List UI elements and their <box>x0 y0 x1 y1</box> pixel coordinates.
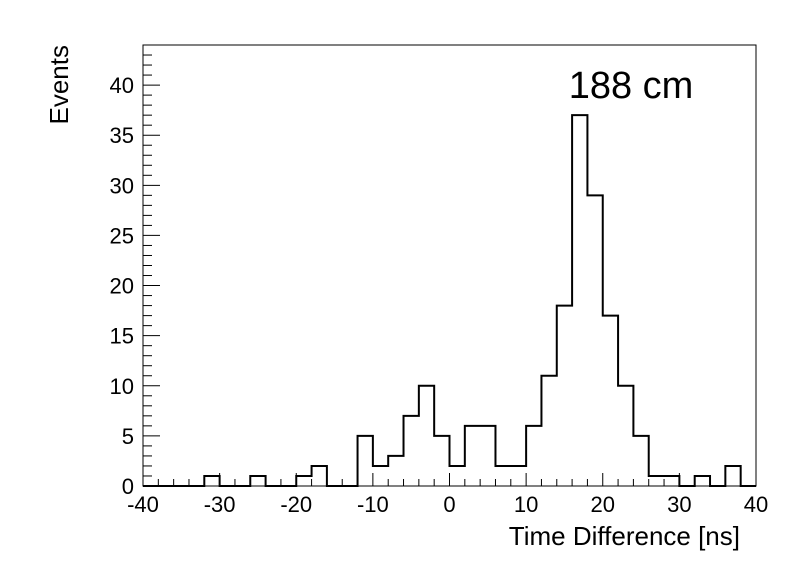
y-tick-label: 0 <box>122 474 134 499</box>
x-tick-label: -10 <box>357 492 389 517</box>
x-tick-label: 30 <box>667 492 691 517</box>
y-tick-label: 40 <box>110 73 134 98</box>
x-axis-ticks: -40 -30 -20 -10 0 10 20 30 40 <box>127 473 768 517</box>
y-tick-label: 35 <box>110 123 134 148</box>
x-tick-label: 0 <box>443 492 455 517</box>
chart-annotation: 188 cm <box>569 65 694 107</box>
y-tick-label: 20 <box>110 274 134 299</box>
x-tick-label: -30 <box>204 492 236 517</box>
y-tick-label: 30 <box>110 173 134 198</box>
histogram-series <box>143 114 756 487</box>
x-tick-label: 10 <box>514 492 538 517</box>
x-tick-label: -20 <box>280 492 312 517</box>
plot-frame <box>142 44 757 487</box>
x-tick-label: 20 <box>591 492 615 517</box>
x-tick-label: 40 <box>744 492 768 517</box>
x-tick-label: -40 <box>127 492 159 517</box>
y-tick-label: 25 <box>110 223 134 248</box>
x-axis-title: Time Difference [ns] <box>509 521 740 551</box>
y-tick-label: 5 <box>122 424 134 449</box>
y-axis-title: Events <box>44 45 74 125</box>
y-tick-label: 10 <box>110 374 134 399</box>
y-tick-label: 15 <box>110 324 134 349</box>
y-axis-ticks: 0 5 10 15 20 25 30 35 40 <box>110 44 160 499</box>
